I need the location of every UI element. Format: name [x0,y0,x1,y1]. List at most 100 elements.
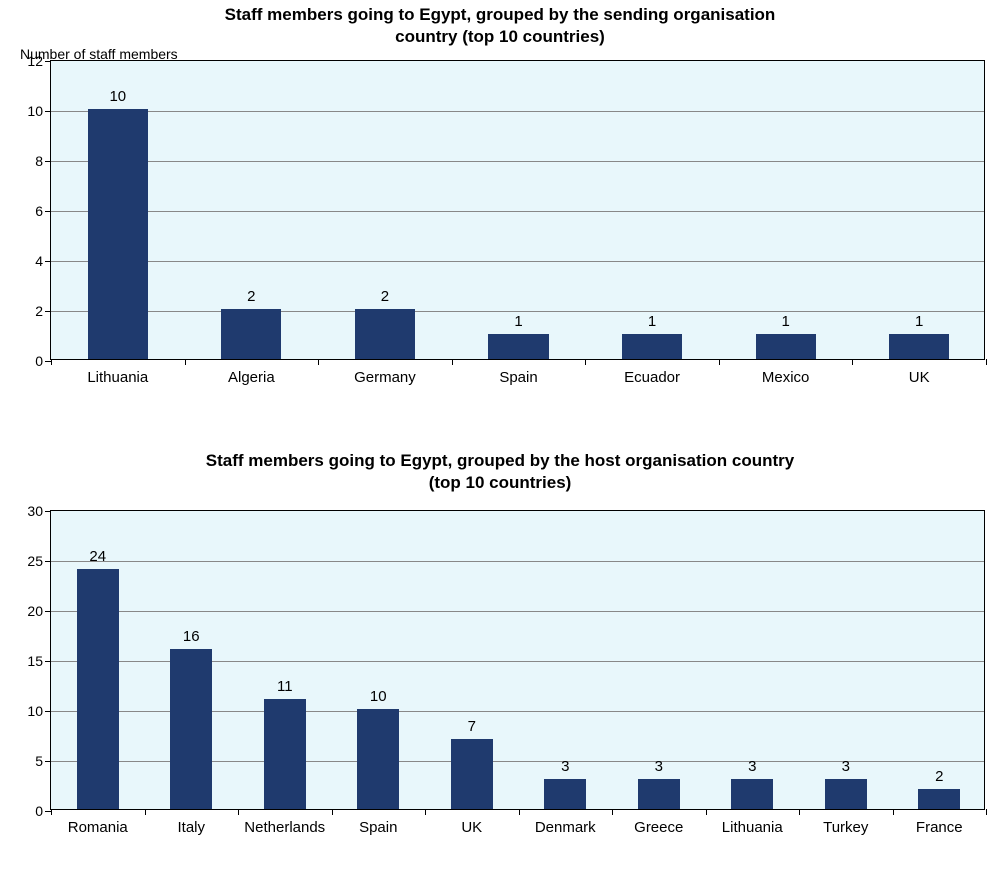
bar-value-label: 2 [247,288,255,305]
chart-sending-org: Staff members going to Egypt, grouped by… [0,0,1000,430]
y-tick-label: 6 [35,203,43,219]
bar-value-label: 1 [915,313,923,330]
x-tick-label: UK [909,369,930,386]
x-tick-mark [799,809,800,815]
x-tick-mark [706,809,707,815]
gridline [51,111,984,112]
chart1-title-line2: country (top 10 countries) [395,27,605,46]
x-tick-mark [332,809,333,815]
bar [731,779,773,809]
bar-value-label: 2 [935,768,943,785]
x-tick-label: Ecuador [624,369,680,386]
gridline [51,161,984,162]
x-tick-mark [719,359,720,365]
bar [355,309,415,359]
bar [825,779,867,809]
bar [264,699,306,809]
chart2-title-line1: Staff members going to Egypt, grouped by… [206,451,794,470]
y-tick-mark [45,211,51,212]
x-tick-mark [318,359,319,365]
bar-value-label: 7 [468,718,476,735]
bar [889,334,949,359]
bar-value-label: 3 [748,758,756,775]
y-tick-mark [45,111,51,112]
gridline [51,261,984,262]
x-tick-mark [519,809,520,815]
y-tick-label: 12 [27,53,43,69]
y-tick-mark [45,761,51,762]
bar [451,739,493,809]
bar-value-label: 3 [655,758,663,775]
y-tick-label: 4 [35,253,43,269]
chart2-title-line2: (top 10 countries) [429,473,572,492]
x-tick-mark [185,359,186,365]
y-tick-label: 25 [27,553,43,569]
x-tick-mark [585,359,586,365]
y-tick-label: 20 [27,603,43,619]
y-tick-label: 30 [27,503,43,519]
bar-value-label: 16 [183,628,200,645]
x-tick-mark [51,359,52,365]
y-tick-label: 0 [35,353,43,369]
y-tick-label: 8 [35,153,43,169]
x-tick-mark [51,809,52,815]
y-tick-mark [45,561,51,562]
x-tick-label: Lithuania [722,819,783,836]
x-tick-mark [238,809,239,815]
x-tick-mark [145,809,146,815]
y-tick-label: 10 [27,703,43,719]
x-tick-mark [986,809,987,815]
y-tick-label: 2 [35,303,43,319]
x-tick-mark [893,809,894,815]
gridline [51,611,984,612]
y-tick-label: 10 [27,103,43,119]
x-tick-mark [986,359,987,365]
y-tick-mark [45,161,51,162]
chart1-title-line1: Staff members going to Egypt, grouped by… [225,5,776,24]
x-tick-label: Greece [634,819,683,836]
bar [77,569,119,809]
bar [221,309,281,359]
y-tick-mark [45,61,51,62]
chart-host-org: Staff members going to Egypt, grouped by… [0,450,1000,890]
gridline [51,561,984,562]
y-tick-mark [45,711,51,712]
y-tick-mark [45,661,51,662]
chart2-title: Staff members going to Egypt, grouped by… [0,450,1000,494]
x-tick-label: UK [461,819,482,836]
x-tick-label: Spain [359,819,397,836]
y-tick-mark [45,261,51,262]
bar [638,779,680,809]
y-tick-mark [45,311,51,312]
x-tick-mark [612,809,613,815]
x-tick-label: Lithuania [87,369,148,386]
bar [357,709,399,809]
bar-value-label: 1 [781,313,789,330]
bar [88,109,148,359]
bar-value-label: 24 [89,548,106,565]
y-tick-label: 15 [27,653,43,669]
x-tick-label: Spain [499,369,537,386]
x-tick-label: Turkey [823,819,868,836]
y-tick-label: 5 [35,753,43,769]
x-tick-label: France [916,819,963,836]
y-tick-label: 0 [35,803,43,819]
x-tick-mark [452,359,453,365]
bar-value-label: 11 [277,678,293,695]
gridline [51,211,984,212]
x-tick-mark [852,359,853,365]
chart1-title: Staff members going to Egypt, grouped by… [0,0,1000,48]
y-tick-mark [45,611,51,612]
x-tick-label: Algeria [228,369,275,386]
x-tick-mark [425,809,426,815]
bar-value-label: 3 [842,758,850,775]
bar-value-label: 1 [514,313,522,330]
chart2-plot-area: 05101520253024Romania16Italy11Netherland… [50,510,985,810]
x-tick-label: Netherlands [244,819,325,836]
x-tick-label: Germany [354,369,416,386]
bar [918,789,960,809]
chart1-plot-area: 02468101210Lithuania2Algeria2Germany1Spa… [50,60,985,360]
bar [622,334,682,359]
x-tick-label: Denmark [535,819,596,836]
bar [544,779,586,809]
